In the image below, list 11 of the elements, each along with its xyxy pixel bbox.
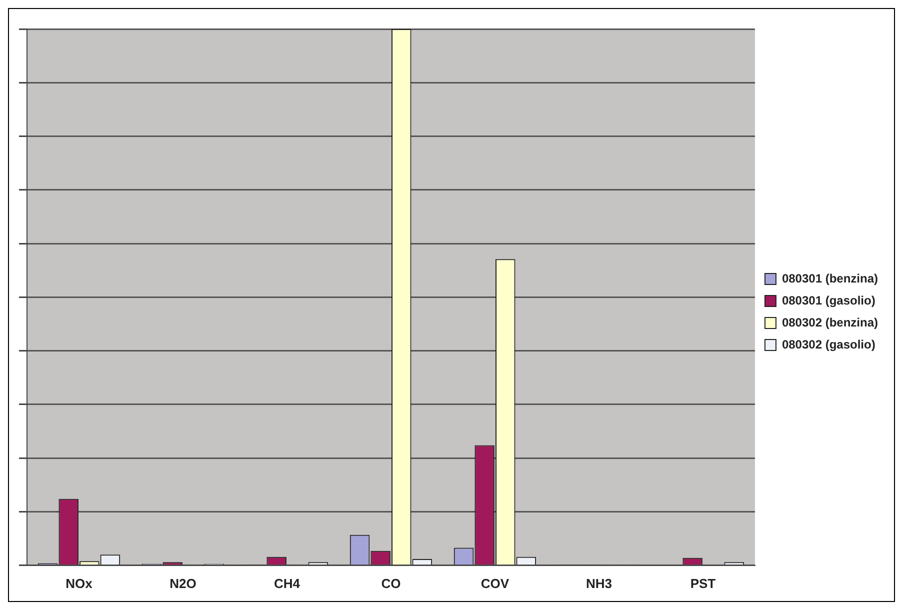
x-tick-label: CO <box>381 576 401 591</box>
legend-label: 080301 (gasolio) <box>782 293 876 308</box>
legend-label: 080302 (gasolio) <box>782 337 876 352</box>
x-tick-label: N2O <box>170 576 196 591</box>
x-tick-label: NH3 <box>586 576 612 591</box>
legend-label: 080301 (benzina) <box>782 271 878 286</box>
legend-label: 080302 (benzina) <box>782 315 878 330</box>
x-tick-label: PST <box>690 576 716 591</box>
x-tick-label: NOx <box>66 576 94 591</box>
x-tick-label: COV <box>480 576 510 591</box>
x-tick-label: CH4 <box>274 576 301 591</box>
